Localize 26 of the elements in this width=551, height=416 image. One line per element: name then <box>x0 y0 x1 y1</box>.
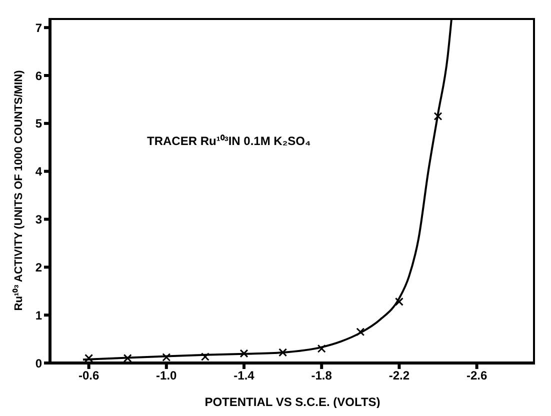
point <box>200 352 210 362</box>
point <box>278 348 288 357</box>
y-axis-title: Ru¹⁰³ ACTIVITY (UNITS OF 1000 COUNTS/MIN) <box>12 70 25 311</box>
y-tick-label: 2 <box>35 260 42 274</box>
point <box>240 349 248 358</box>
y-tick-label: 6 <box>35 68 42 83</box>
point <box>84 354 94 362</box>
y-tick-label: 3 <box>35 212 42 227</box>
point <box>394 297 404 306</box>
y-tick-label: 7 <box>35 20 42 35</box>
x-tick-label: -2.6 <box>466 368 488 383</box>
x-tick-label: -1.8 <box>311 368 332 383</box>
annotation: TRACER Ru¹⁰³IN 0.1M K₂SO₄ <box>147 132 311 149</box>
point <box>162 353 171 362</box>
x-tick-label: -1.0 <box>156 368 178 383</box>
y-tick-label: 4 <box>35 164 42 179</box>
point <box>317 344 326 353</box>
y-tick-label: 5 <box>35 116 42 131</box>
x-tick-label: -0.6 <box>78 368 100 383</box>
y-tick-label: 0 <box>35 356 42 370</box>
y-tick-label: 1 <box>35 308 42 322</box>
x-tick-label: -2.2 <box>388 368 410 383</box>
point <box>434 112 442 120</box>
point <box>356 328 365 336</box>
point <box>123 354 132 362</box>
x-tick-label: -1.4 <box>234 368 255 383</box>
